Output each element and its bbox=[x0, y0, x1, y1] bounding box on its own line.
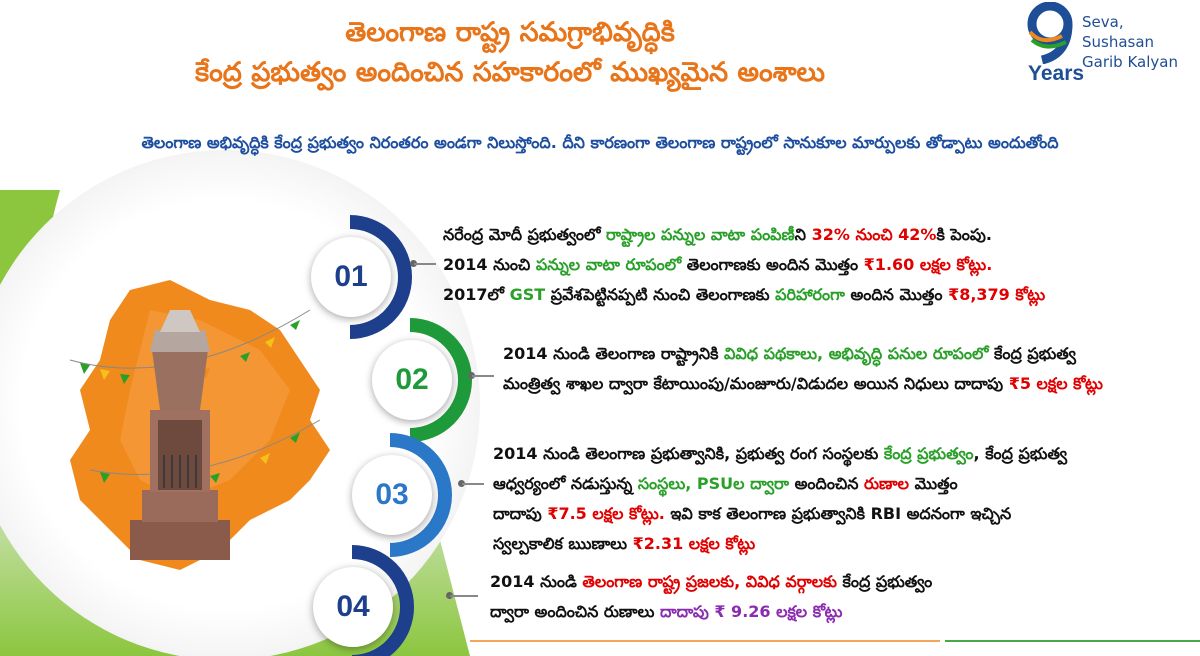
point-text-04: 2014 నుండి తెలంగాణ రాష్ట్ర ప్రజలకు, వివి… bbox=[490, 567, 932, 627]
connector-dot-02 bbox=[468, 372, 475, 379]
point-number-02: 02 bbox=[372, 340, 452, 420]
connector-dot-03 bbox=[458, 480, 465, 487]
text-segment: దాదాపు ₹ 9.26 లక్షల కోట్లు bbox=[660, 602, 843, 621]
text-segment: ఆధ్వర్యంలో నడుస్తున్న bbox=[493, 474, 638, 493]
text-segment: కేంద్ర ప్రభుత్వం bbox=[836, 572, 933, 591]
point-01-line-2: 2014 నుంచి పన్నుల వాటా రూపంలో తెలంగాణకు … bbox=[443, 250, 1045, 280]
text-segment: , కేంద్ర ప్రభుత్వ bbox=[973, 444, 1068, 463]
logo-years: Years bbox=[1028, 62, 1085, 85]
text-segment: ₹5 లక్షల కోట్లు bbox=[1008, 374, 1103, 393]
subtitle: తెలంగాణ అభివృద్ధికి కేంద్ర ప్రభుత్వం నిర… bbox=[141, 133, 1059, 152]
point-03-line-3: దాదాపు ₹7.5 లక్షల కోట్లు. ఇవి కాక తెలంగా… bbox=[493, 499, 1067, 529]
point-02-line-1: 2014 నుండి తెలంగాణ రాష్ట్రానికి వివిధ పథ… bbox=[503, 339, 1103, 369]
text-segment: పరిహారంగా bbox=[775, 285, 845, 304]
text-segment: స్వల్పకాలిక ఋణాలు bbox=[493, 534, 633, 553]
text-segment: ₹1.60 లక్షల కోట్లు. bbox=[863, 255, 993, 274]
text-segment: ద్వారా అందించిన రుణాలు bbox=[490, 602, 661, 621]
connector-line-02 bbox=[472, 375, 494, 377]
text-segment: రాష్ట్రాల పన్నుల వాటా పంపిణీ bbox=[606, 225, 795, 244]
text-segment: GST bbox=[509, 285, 546, 304]
point-02-line-2: మంత్రిత్వ శాఖల ద్వారా కేటాయింపు/మంజూరు/వ… bbox=[503, 369, 1103, 399]
text-segment: నరేంద్ర మోదీ ప్రభుత్వంలో bbox=[443, 225, 607, 244]
text-segment: ₹7.5 లక్షల కోట్లు. bbox=[547, 504, 665, 523]
text-segment: ₹2.31 లక్షల కోట్లు bbox=[632, 534, 756, 553]
logo-tagline: Seva, Sushasan Garib Kalyan bbox=[1082, 12, 1200, 72]
text-segment: సంస్థలు, PSUల ద్వారా bbox=[637, 474, 790, 493]
point-number-04: 04 bbox=[313, 567, 393, 647]
point-01-line-1: నరేంద్ర మోదీ ప్రభుత్వంలో రాష్ట్రాల పన్ను… bbox=[443, 220, 1045, 250]
point-03-line-2: ఆధ్వర్యంలో నడుస్తున్న సంస్థలు, PSUల ద్వా… bbox=[493, 469, 1067, 499]
text-segment: తెలంగాణ రాష్ట్ర ప్రజలకు, వివిధ వర్గాలకు bbox=[582, 572, 837, 591]
point-text-01: నరేంద్ర మోదీ ప్రభుత్వంలో రాష్ట్రాల పన్ను… bbox=[443, 220, 1045, 310]
text-segment: 2017లో bbox=[443, 285, 510, 304]
telangana-map-illustration bbox=[69, 280, 330, 570]
text-segment: మంత్రిత్వ శాఖల ద్వారా కేటాయింపు/మంజూరు/వ… bbox=[503, 374, 1009, 393]
point-03-line-4: స్వల్పకాలిక ఋణాలు ₹2.31 లక్షల కోట్లు bbox=[493, 529, 1067, 559]
text-segment: అందించిన bbox=[789, 474, 865, 493]
text-segment: పన్నుల వాటా రూపంలో bbox=[535, 255, 682, 274]
text-segment: 32% నుంచి 42% bbox=[811, 225, 937, 244]
point-03-line-1: 2014 నుండి తెలంగాణ ప్రభుత్వానికి, ప్రభుత… bbox=[493, 439, 1067, 469]
text-segment: 2014 నుండి bbox=[490, 572, 583, 591]
text-segment: వివిధ పథకాలు, అభివృద్ధి పనుల రూపంలో bbox=[724, 344, 989, 363]
connector-dot-04 bbox=[446, 592, 453, 599]
text-segment: 2014 నుంచి bbox=[443, 255, 536, 274]
point-number-01: 01 bbox=[311, 237, 391, 317]
text-segment: కేంద్ర ప్రభుత్వం bbox=[883, 444, 974, 463]
logo-line2: Garib Kalyan bbox=[1082, 53, 1178, 71]
connector-line-01 bbox=[414, 263, 436, 265]
text-segment: ₹8,379 కోట్లు bbox=[948, 285, 1046, 304]
point-number-03: 03 bbox=[352, 455, 432, 535]
text-segment: కి పెంపు. bbox=[936, 225, 992, 244]
text-segment: రుణాల bbox=[864, 474, 910, 493]
page-title-line1: తెలంగాణ రాష్ట్ర సమగ్రాభివృద్ధికి bbox=[345, 17, 675, 48]
connector-dot-01 bbox=[410, 260, 417, 267]
text-segment: అందిన మొత్తం bbox=[844, 285, 949, 304]
connector-line-03 bbox=[462, 483, 484, 485]
point-text-03: 2014 నుండి తెలంగాణ ప్రభుత్వానికి, ప్రభుత… bbox=[493, 439, 1067, 559]
text-segment: దాదాపు bbox=[493, 504, 548, 523]
text-segment: మొత్తం bbox=[909, 474, 958, 493]
logo-line1: Seva, Sushasan bbox=[1082, 13, 1155, 51]
text-segment: ని bbox=[794, 225, 812, 244]
nine-years-logo-icon bbox=[1027, 2, 1073, 64]
text-segment: తెలంగాణకు అందిన మొత్తం bbox=[681, 255, 864, 274]
text-segment: 2014 నుండి తెలంగాణ రాష్ట్రానికి bbox=[503, 344, 725, 363]
point-text-02: 2014 నుండి తెలంగాణ రాష్ట్రానికి వివిధ పథ… bbox=[503, 339, 1103, 399]
point-01-line-3: 2017లో GST ప్రవేశపెట్టినప్పటి నుంచి తెలం… bbox=[443, 280, 1045, 310]
text-segment: కేంద్ర ప్రభుత్వ bbox=[988, 344, 1076, 363]
text-segment: ఇవి కాక తెలంగాణ ప్రభుత్వానికి RBI అదనంగా… bbox=[664, 504, 1012, 523]
text-segment: 2014 నుండి తెలంగాణ ప్రభుత్వానికి, ప్రభుత… bbox=[493, 444, 884, 463]
point-04-line-2: ద్వారా అందించిన రుణాలు దాదాపు ₹ 9.26 లక్… bbox=[490, 597, 932, 627]
point-04-line-1: 2014 నుండి తెలంగాణ రాష్ట్ర ప్రజలకు, వివి… bbox=[490, 567, 932, 597]
connector-line-04 bbox=[450, 595, 478, 597]
text-segment: ప్రవేశపెట్టినప్పటి నుంచి తెలంగాణకు bbox=[545, 285, 776, 304]
page-title-line2: కేంద్ర ప్రభుత్వం అందించిన సహకారంలో ముఖ్య… bbox=[194, 57, 826, 88]
